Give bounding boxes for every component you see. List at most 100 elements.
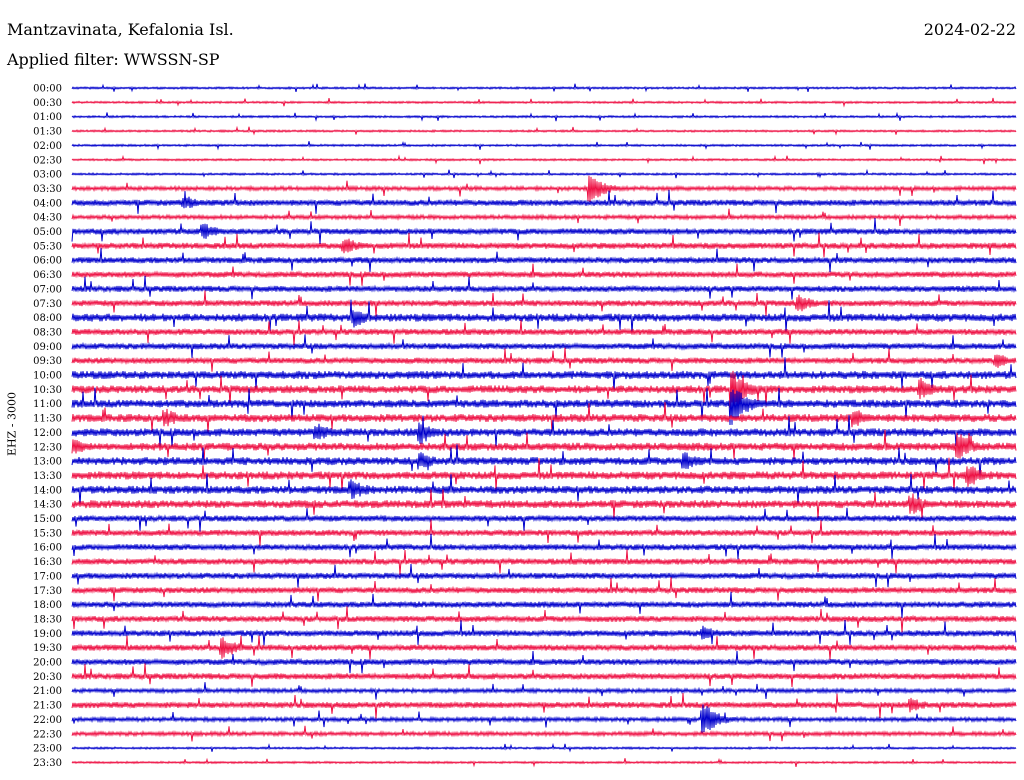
seismic-trace-line: [71, 208, 1017, 227]
time-tick-label: 19:30: [33, 643, 62, 654]
seismic-trace-line: [71, 319, 1017, 346]
seismic-trace-line: [71, 563, 1017, 588]
seismic-trace-line: [71, 168, 1017, 179]
seismic-trace-line: [71, 507, 1017, 532]
seismic-trace-line: [71, 577, 1017, 602]
time-tick-label: 15:30: [33, 528, 62, 539]
time-tick-label: 13:00: [33, 457, 62, 468]
seismic-trace-line: [71, 83, 1017, 93]
seismic-trace-line: [71, 111, 1017, 122]
time-tick-label: 15:00: [33, 514, 62, 525]
seismic-trace-line: [71, 140, 1017, 151]
time-tick-label: 04:30: [33, 213, 62, 224]
station-title: Mantzavinata, Kefalonia Isl.: [7, 20, 234, 39]
date-label: 2024-02-22: [923, 20, 1016, 39]
seismic-trace-line: [71, 275, 1017, 300]
time-tick-label: 00:00: [33, 84, 62, 95]
time-tick-label: 10:00: [33, 371, 62, 382]
seismic-trace-line: [71, 725, 1017, 742]
time-tick-label: 02:00: [33, 141, 62, 152]
time-tick-label: 17:00: [33, 571, 62, 582]
time-tick-label: 17:30: [33, 586, 62, 597]
time-tick-label: 23:00: [33, 744, 62, 755]
time-tick-label: 19:00: [33, 629, 62, 640]
time-tick-label: 08:00: [33, 313, 62, 324]
time-tick-label: 14:30: [33, 500, 62, 511]
seismic-trace-line: [71, 357, 1017, 393]
time-tick-label: 08:30: [33, 327, 62, 338]
seismic-trace-line: [71, 692, 1017, 719]
time-tick-label: 07:00: [33, 284, 62, 295]
seismic-trace-line: [71, 519, 1017, 546]
time-tick-label: 04:00: [33, 198, 62, 209]
seismic-trace-line: [71, 290, 1017, 317]
seismic-trace-line: [71, 591, 1017, 618]
time-tick-label: 05:30: [33, 241, 62, 252]
time-tick-label: 12:00: [33, 428, 62, 439]
time-tick-label: 09:00: [33, 342, 62, 353]
seismic-trace-line: [71, 549, 1017, 575]
time-tick-label: 23:30: [33, 758, 62, 769]
time-tick-label: 11:30: [33, 414, 62, 425]
seismic-trace-line: [71, 263, 1017, 286]
time-tick-label: 05:00: [33, 227, 62, 238]
seismic-trace-line: [71, 248, 1017, 273]
time-tick-label: 03:30: [33, 184, 62, 195]
seismic-trace-line: [71, 704, 1017, 734]
seismic-trace-line: [71, 232, 1017, 258]
seismic-trace-line: [71, 663, 1017, 688]
seismic-trace-line: [71, 125, 1017, 136]
time-tick-label: 00:30: [33, 98, 62, 109]
seismic-trace-line: [71, 444, 1017, 480]
seismic-trace-line: [71, 473, 1017, 506]
time-tick-label: 01:00: [33, 112, 62, 123]
time-tick-label: 22:00: [33, 715, 62, 726]
seismic-trace-line: [71, 429, 1017, 464]
time-tick-label: 03:00: [33, 170, 62, 181]
time-tick-label: 11:00: [33, 399, 62, 410]
seismic-trace-line: [71, 175, 1017, 203]
filter-label: Applied filter: WWSSN-SP: [7, 50, 220, 69]
time-tick-label: 20:30: [33, 672, 62, 683]
time-tick-label: 06:30: [33, 270, 62, 281]
time-tick-label: 09:30: [33, 356, 62, 367]
time-tick-label: 16:00: [33, 543, 62, 554]
time-tick-label: 14:00: [33, 485, 62, 496]
seismic-trace-line: [71, 635, 1017, 660]
time-tick-label: 20:00: [33, 658, 62, 669]
time-tick-label: 12:30: [33, 442, 62, 453]
seismic-trace-line: [71, 415, 1017, 448]
seismic-trace-line: [71, 489, 1017, 520]
time-tick-label: 21:30: [33, 701, 62, 712]
seismic-trace-line: [71, 533, 1017, 560]
time-tick-label: 21:00: [33, 686, 62, 697]
time-tick-label: 18:00: [33, 600, 62, 611]
seismic-trace-line: [71, 387, 1017, 426]
seismic-trace-line: [71, 619, 1017, 646]
time-tick-label: 07:30: [33, 299, 62, 310]
seismic-trace-line: [71, 154, 1017, 165]
seismic-trace-line: [71, 189, 1017, 214]
seismic-trace-line: [71, 347, 1017, 372]
time-tick-label: 02:30: [33, 155, 62, 166]
time-tick-label: 06:00: [33, 256, 62, 267]
time-tick-label: 01:30: [33, 127, 62, 138]
time-tick-label: 13:30: [33, 471, 62, 482]
time-tick-label: 18:30: [33, 614, 62, 625]
time-tick-label: 16:30: [33, 557, 62, 568]
seismic-trace-line: [71, 218, 1017, 245]
seismic-trace-line: [71, 334, 1017, 358]
time-tick-label: 22:30: [33, 729, 62, 740]
seismic-trace-line: [71, 299, 1017, 334]
seismic-trace-line: [71, 402, 1017, 434]
seismic-trace-line: [71, 757, 1017, 768]
seismic-trace-line: [71, 682, 1017, 700]
seismic-trace-line: [71, 457, 1017, 492]
time-tick-label: 10:30: [33, 385, 62, 396]
seismic-trace-line: [71, 606, 1017, 633]
seismic-trace-line: [71, 97, 1017, 108]
seismic-trace-line: [71, 742, 1017, 753]
seismic-trace-line: [71, 650, 1017, 674]
seismic-trace-line: [71, 370, 1017, 408]
